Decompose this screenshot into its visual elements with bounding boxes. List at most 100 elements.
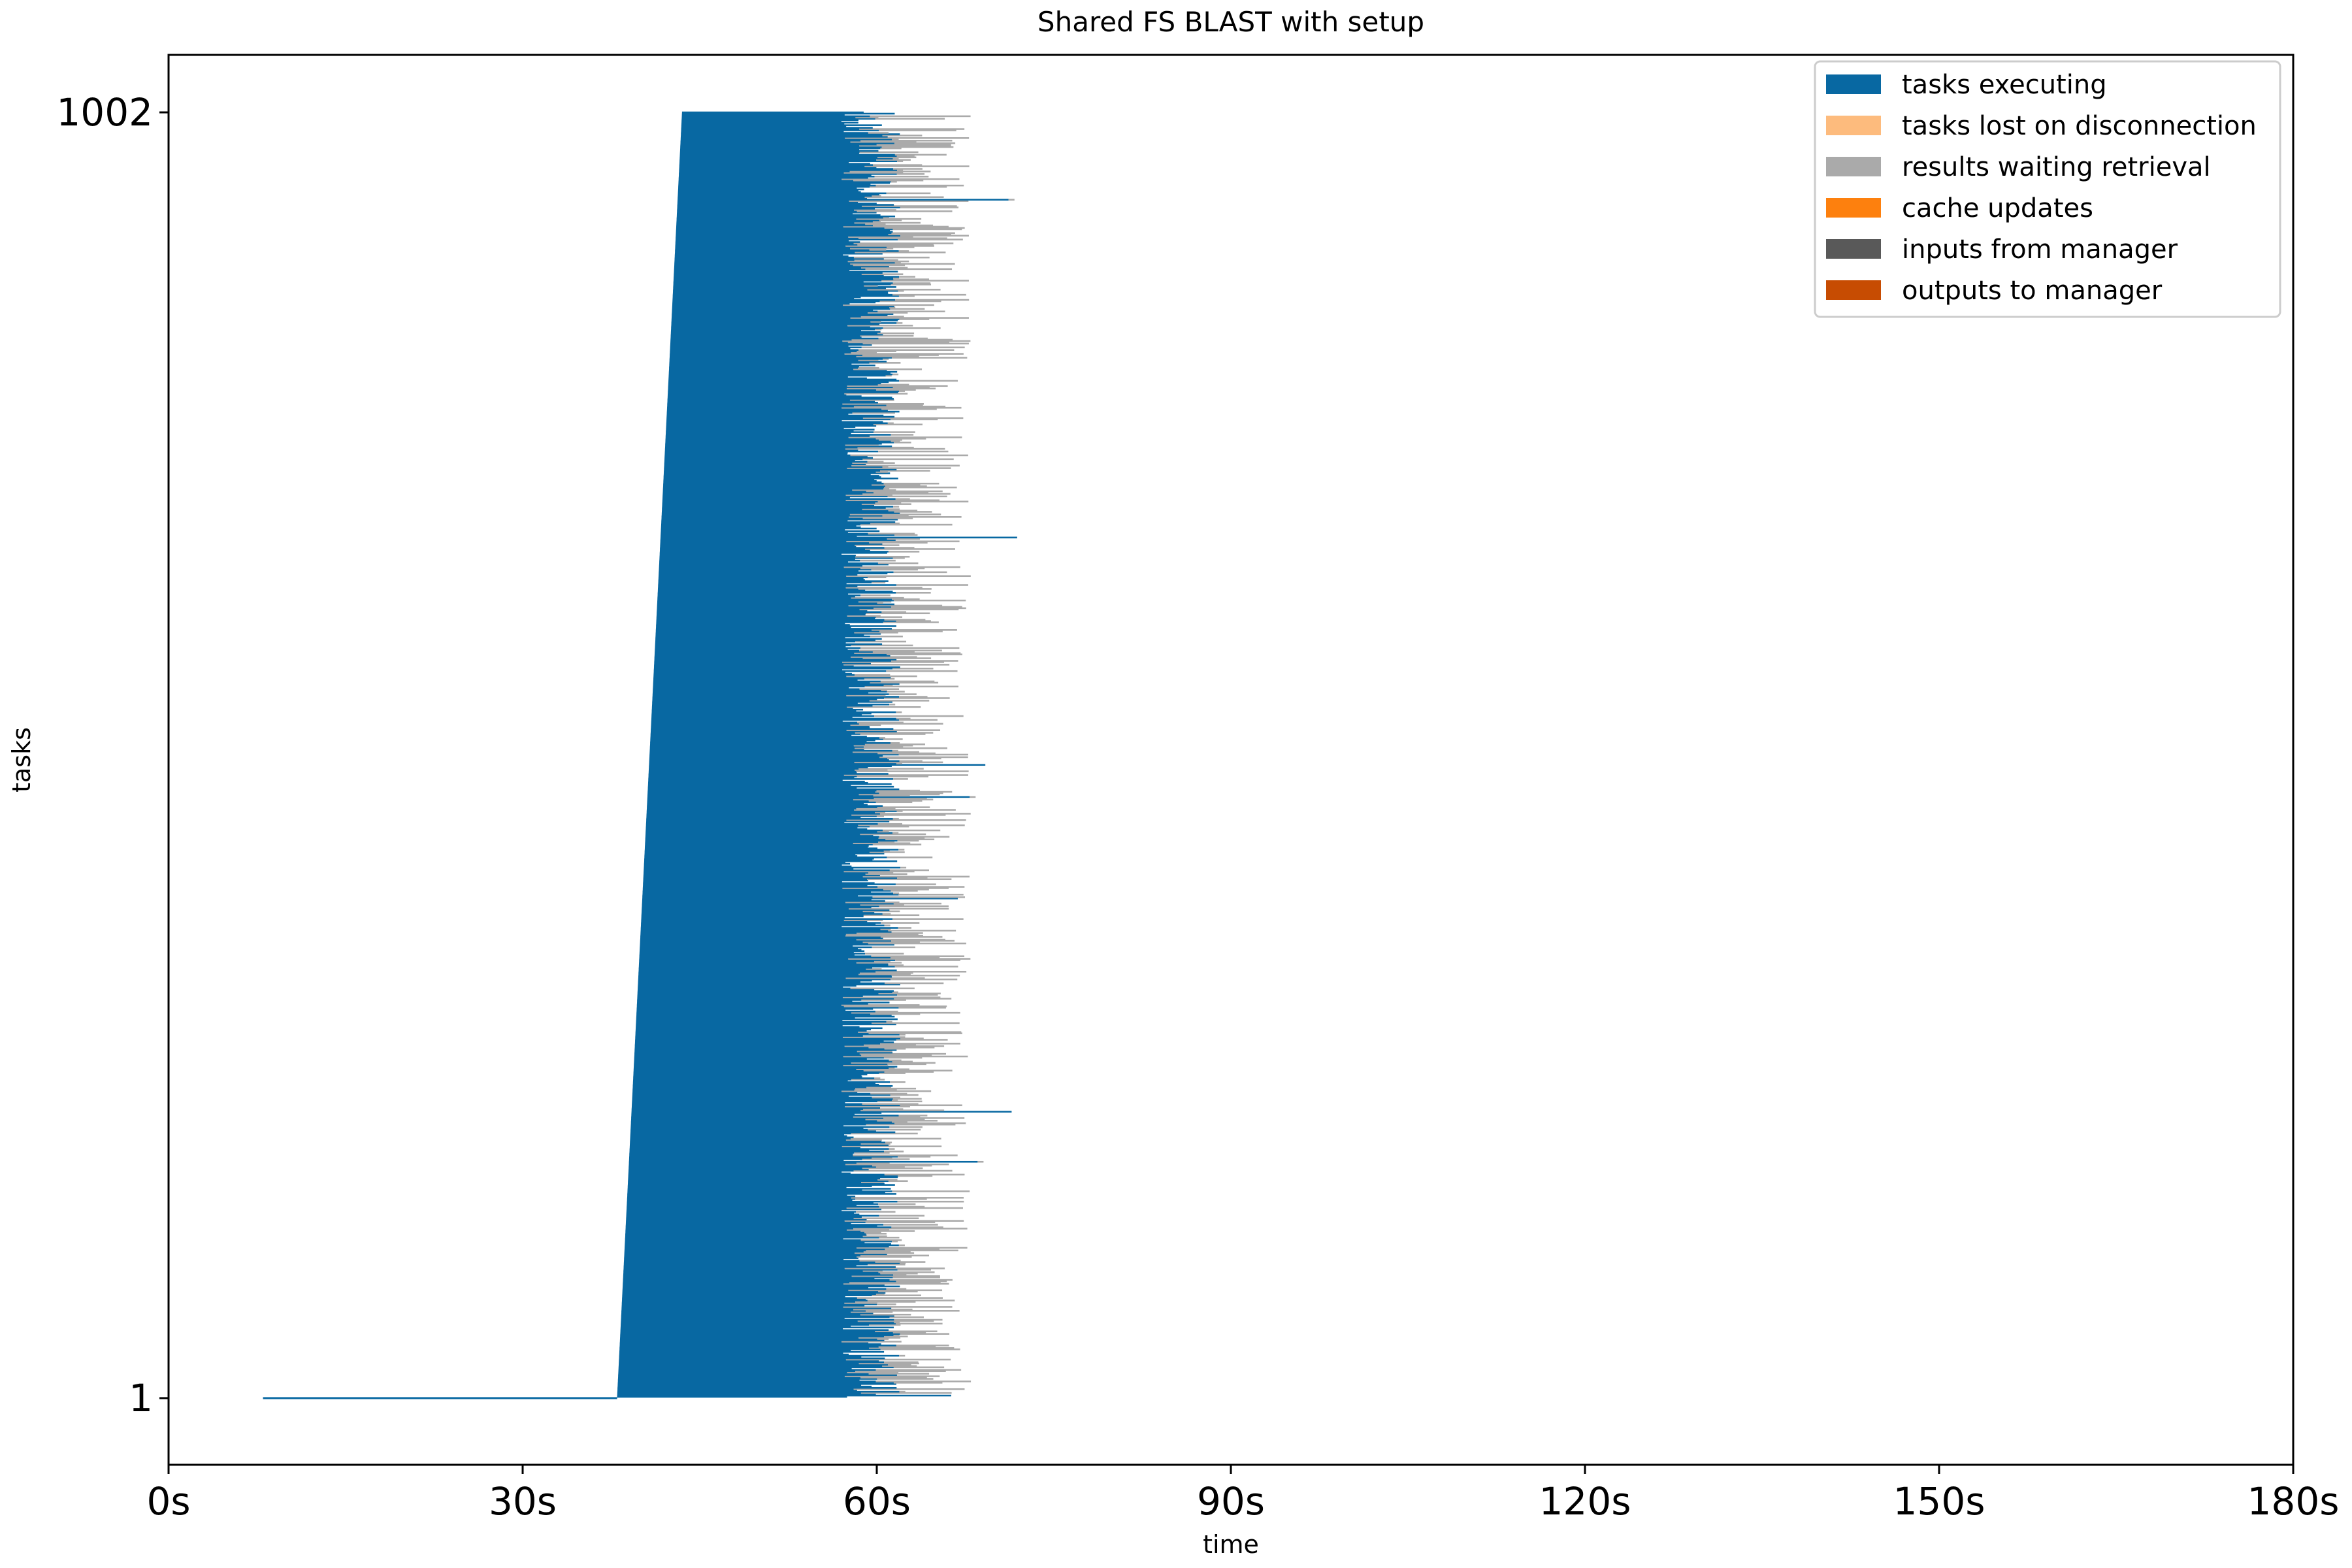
task-waiting-bar	[892, 1099, 898, 1102]
task-exec-bar	[668, 373, 893, 376]
task-exec-bar	[646, 813, 880, 815]
task-exec-bar	[657, 592, 896, 594]
task-exec-bar	[667, 405, 854, 408]
task-exec-bar	[636, 1019, 843, 1022]
task-exec-bar	[634, 1064, 843, 1067]
task-waiting-bar	[848, 236, 913, 238]
task-exec-bar	[628, 1181, 862, 1183]
task-waiting-bar	[880, 1043, 960, 1045]
task-exec-bar	[627, 1208, 882, 1211]
task-exec-bar	[676, 233, 889, 236]
task-exec-bar	[630, 1139, 846, 1141]
task-exec-bar	[651, 730, 897, 732]
task-waiting-bar	[877, 562, 919, 564]
task-exec-bar	[641, 924, 885, 926]
task-exec-bar	[661, 519, 848, 522]
task-exec-bar	[663, 483, 872, 486]
task-exec-bar	[646, 809, 855, 811]
task-exec-bar	[634, 1047, 885, 1050]
task-waiting-bar	[847, 325, 913, 327]
task-exec-bar	[653, 684, 884, 687]
x-axis-label: time	[1203, 1530, 1259, 1559]
task-exec-bar	[656, 624, 850, 626]
task-exec-bar	[674, 257, 884, 260]
task-waiting-bar	[862, 1235, 887, 1237]
task-waiting-bar	[849, 200, 969, 202]
task-waiting-bar	[890, 434, 914, 436]
task-waiting-bar	[867, 289, 941, 291]
task-exec-bar	[655, 648, 848, 651]
task-exec-bar	[678, 188, 864, 191]
task-exec-bar	[630, 1140, 882, 1143]
task-waiting-bar	[881, 146, 954, 148]
task-exec-bar	[649, 751, 853, 753]
task-exec-bar	[656, 623, 845, 625]
task-waiting-bar	[875, 791, 953, 793]
task-exec-bar	[622, 1296, 845, 1298]
task-exec-bar	[670, 351, 851, 353]
task-exec-bar	[632, 1080, 848, 1082]
task-exec-bar	[674, 255, 849, 257]
task-exec-bar	[670, 354, 862, 356]
task-exec-bar	[679, 156, 878, 159]
task-exec-bar	[621, 1302, 845, 1304]
task-exec-bar	[627, 1184, 895, 1186]
task-waiting-bar	[858, 768, 924, 770]
task-exec-bar	[638, 977, 846, 979]
task-waiting-bar	[860, 1313, 911, 1316]
task-exec-bar	[644, 860, 898, 862]
task-exec-bar	[664, 466, 883, 468]
task-waiting-bar	[870, 522, 900, 525]
task-exec-bar	[638, 982, 885, 985]
task-waiting-bar	[875, 616, 903, 618]
task-exec-bar	[642, 909, 890, 911]
task-waiting-bar	[891, 1226, 943, 1228]
task-waiting-bar	[862, 657, 932, 659]
task-waiting-bar	[858, 237, 947, 239]
task-waiting-bar	[847, 387, 936, 389]
task-exec-bar	[659, 564, 863, 567]
task-exec-bar	[669, 365, 859, 368]
task-exec-bar	[637, 998, 894, 1000]
task-exec-bar	[645, 830, 877, 833]
task-exec-bar	[675, 246, 887, 248]
task-exec-bar	[644, 861, 845, 864]
task-exec-bar	[658, 584, 896, 586]
task-exec-bar	[659, 562, 878, 564]
task-exec-bar	[619, 1347, 870, 1349]
task-waiting-bar	[843, 664, 950, 666]
task-exec-bar	[671, 325, 848, 327]
task-exec-bar	[636, 1018, 898, 1021]
task-exec-bar	[676, 219, 880, 221]
task-exec-bar	[629, 1149, 870, 1151]
task-exec-bar	[659, 572, 888, 575]
task-exec-bar	[673, 287, 887, 289]
task-waiting-bar	[888, 930, 956, 932]
task-exec-bar	[671, 319, 898, 321]
task-exec-bar	[670, 338, 852, 341]
task-exec-bar	[651, 710, 857, 712]
task-exec-bar	[679, 164, 874, 166]
task-exec-bar	[664, 461, 868, 463]
task-waiting-bar	[872, 1096, 900, 1099]
task-exec-bar	[668, 390, 900, 392]
task-waiting-bar	[895, 959, 960, 961]
task-exec-bar	[680, 139, 861, 142]
task-exec-bar	[674, 277, 894, 279]
task-exec-bar	[636, 1022, 872, 1024]
task-exec-bar	[629, 1151, 885, 1152]
task-waiting-bar	[879, 1072, 906, 1074]
task-exec-bar	[643, 881, 842, 883]
task-exec-bar	[675, 241, 860, 243]
task-exec-bar	[634, 1046, 869, 1049]
task-exec-bar	[674, 264, 853, 267]
task-waiting-bar	[846, 575, 971, 578]
task-exec-bar	[653, 668, 843, 671]
task-exec-bar	[619, 1346, 879, 1348]
task-exec-bar	[681, 131, 844, 133]
task-waiting-bar	[885, 838, 935, 841]
task-exec-bar	[647, 788, 900, 791]
task-exec-bar	[660, 548, 865, 550]
setup-task-bar	[263, 1397, 617, 1399]
task-exec-bar	[636, 1005, 844, 1007]
